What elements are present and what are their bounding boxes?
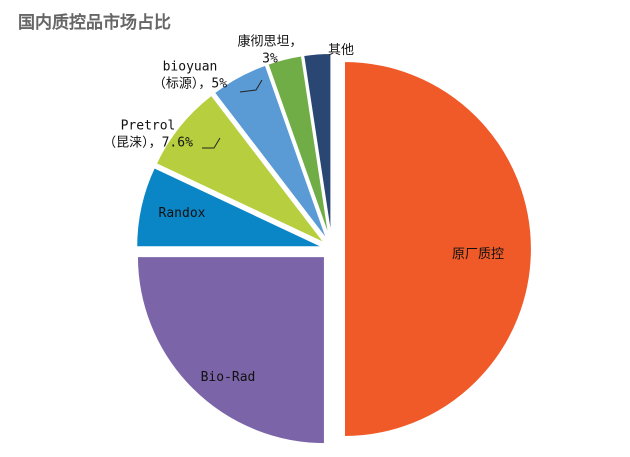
pie-label-line-text: 其他 [328, 43, 354, 58]
pie-slice-3 [154, 93, 327, 245]
pie-leader-line-3 [202, 137, 221, 149]
pie-label-4: bioyuan （标源），5% [153, 60, 227, 92]
pie-label-line-text: 原厂质控 [452, 247, 504, 262]
pie-label-line-text: （标源），5% [153, 77, 227, 92]
pie-label-1: Bio-Rad [201, 370, 256, 385]
pie-slice-1 [135, 255, 326, 446]
pie-label-line-text: 3% [262, 52, 278, 67]
pie-label-line-text: Randox [159, 206, 206, 221]
chart-title: 国内质控品市场占比 [18, 13, 171, 33]
pie-label-3: Pretrol （昆涞），7.6% [103, 119, 193, 151]
pie-slice-4 [212, 63, 330, 243]
pie-label-line-text: 康彻思坦， [237, 34, 302, 50]
pie-label-line-text: bioyuan [163, 60, 218, 75]
pie-label-line-text: Bio-Rad [201, 370, 256, 385]
pie-label-line-text: （昆涞），7.6% [103, 136, 193, 151]
pie-label-2: Randox [159, 206, 206, 221]
pie-slice-2 [135, 165, 325, 249]
pie-label-5: 康彻思坦， 3% [237, 34, 302, 67]
pie-label-0: 原厂质控 [452, 247, 504, 262]
pie-slice-0 [343, 59, 533, 439]
pie-label-line-text: Pretrol [121, 119, 176, 134]
pie-label-6: 其他 [328, 43, 354, 58]
pie-leader-line-4 [239, 79, 263, 93]
pie-slice-5 [266, 54, 332, 242]
pie-slice-6 [302, 52, 333, 242]
